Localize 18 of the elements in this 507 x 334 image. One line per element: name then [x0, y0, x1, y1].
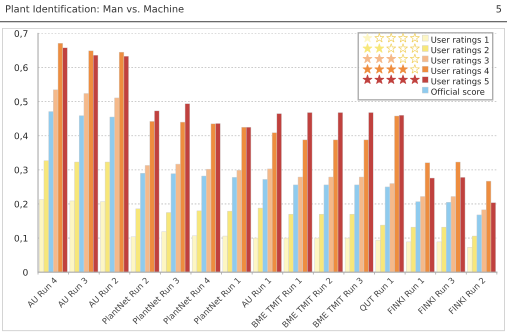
legend-label: Official score: [431, 88, 484, 95]
y-tick-label: 0,2: [14, 200, 28, 208]
y-tick-label: 0,7: [14, 30, 28, 38]
text: 5: [496, 5, 502, 13]
y-tick-label: 0,5: [14, 98, 28, 106]
x-tick-label: AU Run 4: [26, 276, 58, 308]
legend-label: User ratings 2: [431, 46, 489, 55]
y-tick-label: 0: [23, 268, 28, 276]
legend-label: User ratings 3: [431, 57, 489, 66]
x-tick-label: AU Run 3: [56, 276, 88, 308]
legend-label: User ratings 1: [431, 36, 489, 44]
y-tick-label: 0,3: [14, 166, 28, 174]
y-tick-label: 0,1: [14, 234, 28, 243]
chart-title: Plant Identification: Man vs. Machine: [6, 5, 184, 13]
legend-label: User ratings 5: [431, 78, 489, 86]
y-tick-label: 0,6: [14, 64, 28, 72]
y-tick-label: 0,4: [14, 132, 28, 140]
legend-label: User ratings 4: [431, 68, 489, 76]
